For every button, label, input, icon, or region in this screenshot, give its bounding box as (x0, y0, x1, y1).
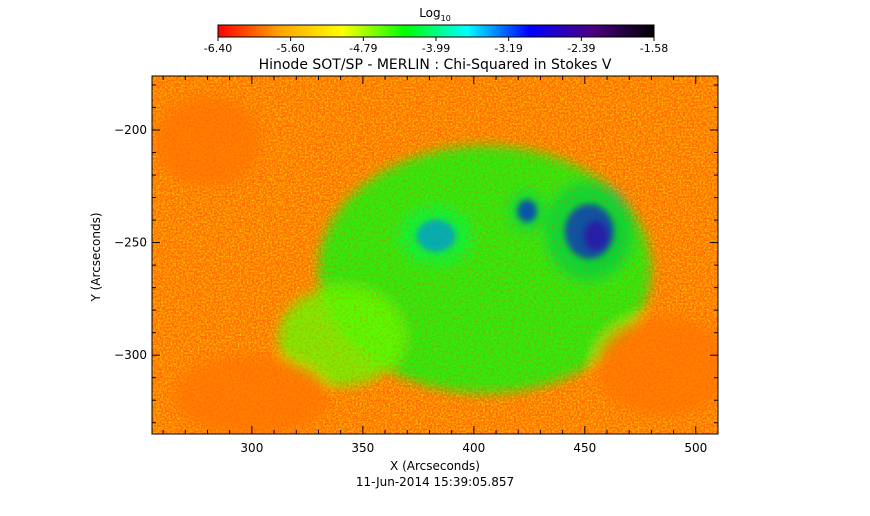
x-axis-label: X (Arcseconds) (390, 459, 480, 473)
chart-title: Hinode SOT/SP - MERLIN : Chi-Squared in … (259, 57, 612, 73)
colorbar-ticks: -6.40 -5.60 -4.79 -3.99 -3.19 -2.39 -1.58 (204, 37, 668, 55)
heatmap-region-core (583, 221, 609, 251)
y-tick-label: −200 (114, 123, 147, 137)
x-axis: 300 350 400 450 500 (162, 76, 719, 455)
x-tick-label: 400 (462, 441, 485, 455)
heatmap-image (152, 76, 718, 434)
heatmap-region-core (517, 199, 537, 223)
colorbar-label: Log10 (419, 6, 451, 23)
y-tick-label: −300 (114, 348, 147, 362)
x-tick-label: 450 (573, 441, 596, 455)
y-tick-label: −250 (114, 236, 147, 250)
colorbar-tick-label: -2.39 (567, 42, 595, 55)
x-tick-label: 500 (684, 441, 707, 455)
colorbar-tick-label: -3.19 (494, 42, 522, 55)
timestamp: 11-Jun-2014 15:39:05.857 (356, 475, 514, 489)
x-tick-label: 300 (240, 441, 263, 455)
y-axis-label: Y (Arcseconds) (89, 212, 103, 302)
plot-frame (151, 75, 719, 435)
colorbar-tick-label: -1.58 (640, 42, 668, 55)
heatmap-region-core (416, 219, 456, 252)
x-tick-label: 350 (351, 441, 374, 455)
y-axis: −200 −250 −300 (114, 84, 718, 424)
colorbar-tick-label: -5.60 (276, 42, 304, 55)
colorbar-tick-label: -6.40 (204, 42, 232, 55)
colorbar-tick-label: -4.79 (349, 42, 377, 55)
colorbar-tick-label: -3.99 (422, 42, 450, 55)
colorbar (217, 24, 655, 38)
